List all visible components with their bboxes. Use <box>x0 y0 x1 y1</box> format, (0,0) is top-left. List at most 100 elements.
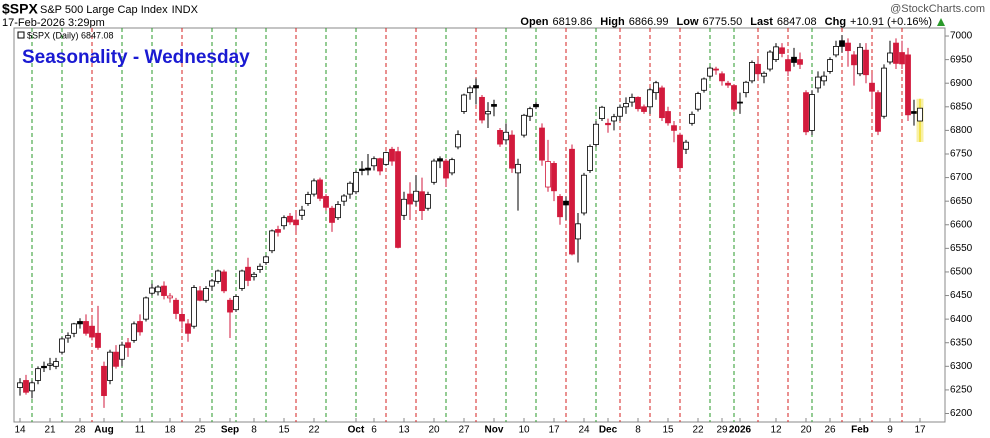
x-tick-label: 20 <box>428 425 440 436</box>
candle-body <box>113 351 119 367</box>
candle-body <box>365 167 371 171</box>
candle-body <box>119 344 125 360</box>
y-tick-label: 6400 <box>950 314 973 325</box>
candle-body <box>41 365 47 369</box>
candle-body <box>671 125 677 131</box>
candle-body <box>497 129 503 145</box>
candle-body <box>77 321 83 325</box>
x-tick-label: Nov <box>485 425 504 436</box>
candle-body <box>725 82 731 86</box>
candle-body <box>17 382 23 388</box>
y-tick-label: 6850 <box>950 101 973 112</box>
candle-body <box>203 288 209 301</box>
candle-body <box>515 163 521 174</box>
y-tick-label: 6950 <box>950 54 973 65</box>
candle-body <box>917 107 923 122</box>
candle-body <box>863 49 869 76</box>
candle-body <box>641 106 647 112</box>
up-arrow <box>937 18 945 26</box>
candle-body <box>461 94 467 112</box>
x-tick-label: 17 <box>548 425 560 436</box>
x-tick-label: 8 <box>251 425 257 436</box>
candle-body <box>323 196 329 208</box>
candle-body <box>809 94 815 131</box>
candle-body <box>623 103 629 108</box>
y-tick-label: 6650 <box>950 196 973 207</box>
candle-body <box>857 46 863 75</box>
candle-body <box>437 158 443 162</box>
candle-body <box>377 158 383 172</box>
x-tick-label: Aug <box>94 425 113 436</box>
x-tick-label: 10 <box>518 425 530 436</box>
candle-body <box>233 296 239 311</box>
candle-body <box>341 195 347 202</box>
candle-body <box>707 67 713 77</box>
candle-body <box>545 161 551 188</box>
candle-body <box>713 68 719 71</box>
candle-body <box>263 256 269 263</box>
y-tick-label: 6700 <box>950 172 973 183</box>
candle-body <box>245 266 251 281</box>
candle-body <box>557 196 563 218</box>
candle-body <box>473 85 479 89</box>
candle-body <box>221 271 227 292</box>
candle-body <box>665 111 671 124</box>
x-tick-label: 29 <box>716 425 728 436</box>
candle-body <box>503 131 509 141</box>
candle-body <box>731 85 737 110</box>
candle-body <box>65 335 71 339</box>
candle-body <box>299 209 305 216</box>
y-tick-label: 6350 <box>950 337 973 348</box>
candle-body <box>551 163 557 192</box>
x-tick-label: 28 <box>74 425 86 436</box>
y-tick-label: 6450 <box>950 290 973 301</box>
x-tick-label: 26 <box>824 425 836 436</box>
candle-body <box>851 54 857 66</box>
legend: $SPX (Daily) 6847.08 <box>27 30 114 40</box>
candle-body <box>227 299 233 313</box>
legend-icon <box>17 31 25 39</box>
x-tick-label: Dec <box>599 425 618 436</box>
candle-body <box>329 207 335 223</box>
candle-body <box>47 363 53 366</box>
x-tick-label: 9 <box>887 425 893 436</box>
candle-body <box>815 76 821 89</box>
candle-body <box>869 82 875 92</box>
x-tick-label: Sep <box>221 425 239 436</box>
candle-body <box>251 273 257 278</box>
candle-body <box>485 111 491 115</box>
y-tick-label: 6750 <box>950 149 973 160</box>
x-tick-label: 15 <box>278 425 290 436</box>
candle-body <box>737 101 743 104</box>
candle-body <box>215 270 221 282</box>
candle-body <box>173 299 179 314</box>
candle-body <box>155 286 161 293</box>
candle-body <box>209 280 215 287</box>
candle-body <box>767 51 773 70</box>
candle-body <box>125 342 131 348</box>
candle-body <box>89 325 95 338</box>
candle-body <box>239 270 245 289</box>
candle-body <box>845 42 851 52</box>
candle-body <box>911 111 917 114</box>
candle-body <box>491 104 497 107</box>
candle-body <box>881 67 887 117</box>
x-tick-label: 25 <box>194 425 206 436</box>
candle-body <box>443 160 449 179</box>
candle-body <box>29 382 35 392</box>
candle-body <box>563 200 569 206</box>
candle-body <box>599 106 605 119</box>
candle-body <box>899 52 905 65</box>
x-tick-label: 20 <box>800 425 812 436</box>
candle-body <box>317 179 323 199</box>
candle-body <box>161 285 167 296</box>
candle-body <box>347 182 353 195</box>
y-tick-label: 6550 <box>950 243 973 254</box>
candle-body <box>467 87 473 94</box>
candle-body <box>509 134 515 169</box>
chg: +10.91 (+0.16%) <box>850 16 932 28</box>
candle-body <box>653 82 659 94</box>
candle-body <box>389 148 395 162</box>
x-tick-label: Oct <box>348 425 365 436</box>
